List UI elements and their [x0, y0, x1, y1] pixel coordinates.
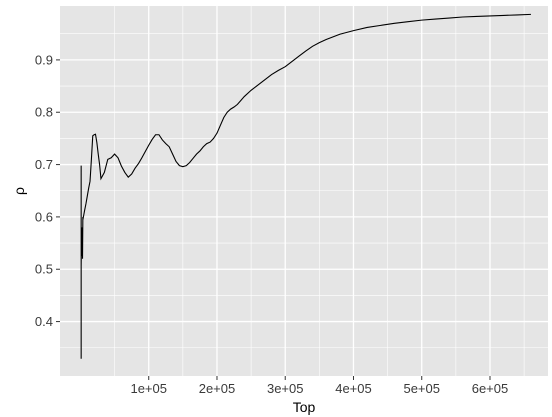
y-tick-label: 0.6 [35, 209, 53, 224]
y-tick-label: 0.7 [35, 157, 53, 172]
y-tick-label: 0.9 [35, 52, 53, 67]
y-tick-label: 0.5 [35, 262, 53, 277]
x-tick-label: 5e+05 [403, 381, 440, 396]
y-axis-ticks: 0.4 0.5 0.6 0.7 0.8 0.9 [35, 52, 60, 329]
y-tick-label: 0.8 [35, 105, 53, 120]
series-line [80, 13, 531, 359]
x-tick-label: 1e+05 [130, 381, 167, 396]
x-tick-label: 3e+05 [267, 381, 304, 396]
x-tick-label: 2e+05 [199, 381, 236, 396]
x-tick-label: 4e+05 [335, 381, 372, 396]
y-tick-label: 0.4 [35, 314, 53, 329]
y-axis-title: ρ [11, 187, 27, 195]
minor-gridlines [60, 6, 548, 376]
x-tick-label: 6e+05 [472, 381, 509, 396]
major-gridlines [60, 6, 548, 376]
x-axis-title: Top [293, 399, 316, 415]
x-axis-ticks: 1e+05 2e+05 3e+05 4e+05 5e+05 6e+05 [130, 376, 508, 396]
